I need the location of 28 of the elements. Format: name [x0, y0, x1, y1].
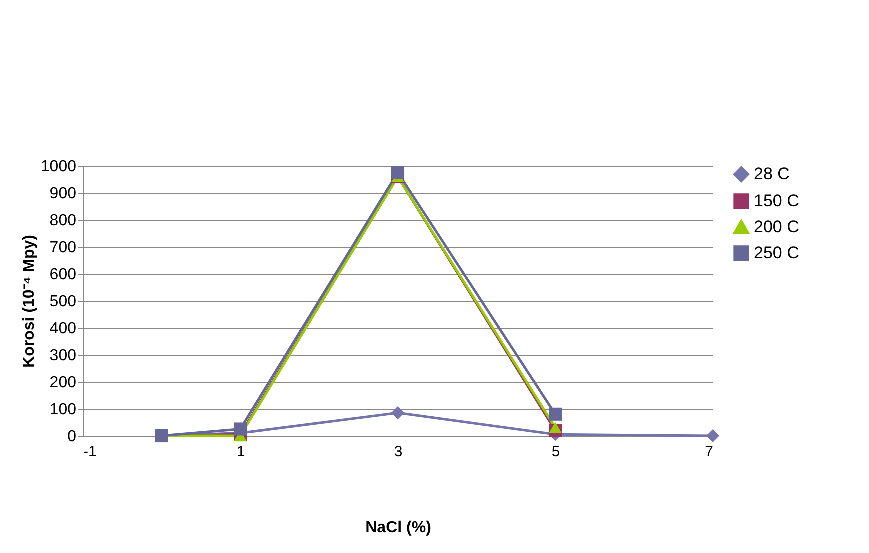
- y-tick-label: 800: [50, 212, 77, 230]
- y-tick-label: 400: [50, 320, 77, 338]
- legend-label: 200 C: [754, 218, 800, 236]
- legend-label: 150 C: [754, 192, 800, 210]
- point: [706, 429, 720, 443]
- point: [548, 408, 562, 421]
- x-tick-label: -1: [84, 444, 97, 460]
- y-tick-label: 1000: [40, 158, 77, 176]
- legend-label: 28 C: [754, 164, 790, 184]
- y-tick-label: 700: [50, 240, 77, 256]
- y-axis-title: Korosi (10⁻⁴ Mpy): [20, 235, 38, 368]
- x-tick-label: 5: [552, 444, 560, 460]
- y-tick-label: 500: [50, 294, 77, 310]
- y-tick-label: 600: [50, 266, 77, 284]
- point: [391, 166, 405, 180]
- legend-label: 250 C: [754, 244, 800, 262]
- y-tick-label: 900: [50, 186, 77, 202]
- point: [548, 422, 562, 434]
- y-tick-label: 0: [68, 428, 77, 446]
- x-tick-label: 7: [705, 444, 714, 460]
- x-tick-label: 3: [394, 444, 403, 460]
- y-tick-label: 200: [50, 374, 77, 392]
- point: [391, 406, 405, 420]
- point: [234, 422, 248, 436]
- y-tick-label: 300: [50, 348, 77, 364]
- x-axis-title: NaCl (%): [366, 520, 432, 536]
- x-tick-label: 1: [236, 444, 246, 460]
- y-tick-label: 100: [50, 402, 77, 418]
